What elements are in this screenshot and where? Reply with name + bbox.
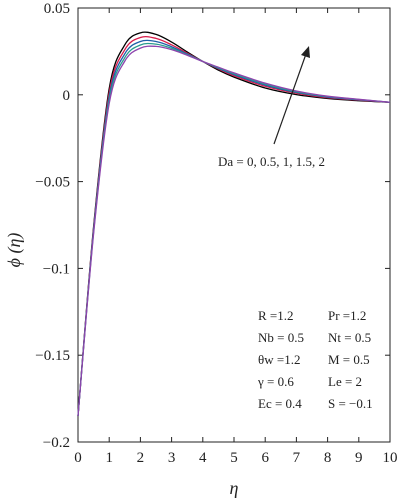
x-tick-label-9: 9: [355, 450, 363, 466]
y-tick-label-0: 0.05: [44, 1, 70, 17]
parameter-4-1: S = −0.1: [328, 396, 373, 411]
parameter-2-1: M = 0.5: [328, 352, 370, 367]
annotation-arrow-head: [301, 46, 310, 58]
series-line-4: [77, 45, 391, 417]
x-axis-title: η: [230, 478, 239, 498]
x-tick-label-5: 5: [230, 450, 238, 466]
x-tick-label-3: 3: [168, 450, 176, 466]
x-tick-label-8: 8: [324, 450, 332, 466]
y-tick-label-2: −0.05: [35, 175, 70, 191]
parameter-0-0: R =1.2: [258, 308, 294, 323]
parameter-2-0: θw =1.2: [258, 352, 300, 367]
parameter-4-0: Ec = 0.4: [258, 396, 302, 411]
x-tick-label-7: 7: [293, 450, 301, 466]
x-tick-label-2: 2: [137, 450, 145, 466]
x-tick-label-6: 6: [261, 450, 269, 466]
y-tick-label-5: −0.2: [43, 435, 70, 451]
y-axis-title: ϕ (η): [4, 233, 25, 268]
x-tick-label-4: 4: [199, 450, 207, 466]
parameter-3-1: Le = 2: [328, 374, 362, 389]
curves: [77, 31, 391, 417]
parameter-1-1: Nt = 0.5: [328, 330, 371, 345]
annotation-group: Da = 0, 0.5, 1, 1.5, 2: [218, 46, 325, 169]
x-tick-label-0: 0: [74, 450, 82, 466]
y-tick-label-1: 0: [63, 88, 71, 104]
parameter-box: R =1.2 Pr =1.2 Nb = 0.5 Nt = 0.5 θw =1.2 M = …: [257, 308, 373, 411]
x-tick-label-1: 1: [105, 450, 113, 466]
annotation-arrow: [273, 53, 307, 145]
y-tick-label-3: −0.1: [43, 261, 70, 277]
parameter-1-0: Nb = 0.5: [258, 330, 304, 345]
y-tick-label-4: −0.15: [35, 348, 70, 364]
x-tick-label-10: 10: [383, 450, 398, 466]
annotation-text: Da = 0, 0.5, 1, 1.5, 2: [218, 154, 325, 169]
parameter-0-1: Pr =1.2: [328, 308, 366, 323]
ticks: 0 1 2 3 4 5 6 7 8 9 10 0.05 0 −0.05 −0.1 −0.15 −0.2: [35, 1, 397, 466]
parameter-3-0: γ = 0.6: [257, 374, 294, 389]
